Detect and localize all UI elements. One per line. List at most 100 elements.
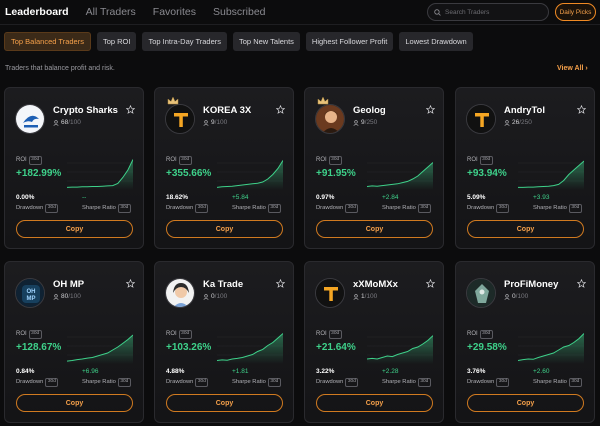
followers-current: 9 bbox=[361, 119, 365, 126]
tab-subscribed[interactable]: Subscribed bbox=[212, 5, 266, 18]
favorite-star-icon[interactable] bbox=[276, 279, 285, 288]
trader-name[interactable]: KOREA 3X bbox=[203, 105, 252, 116]
sharpe-value: +3.93 bbox=[533, 194, 550, 201]
drawdown-label: Drawdown 30d bbox=[16, 204, 59, 213]
trader-card[interactable]: Crypto Sharks 68/100 ROI 30d +182.99% 0.00% Dr… bbox=[4, 87, 144, 249]
trader-card[interactable]: AndryTol 26/250 ROI 30d +93.94% 5.09% Drawdown… bbox=[455, 87, 595, 249]
favorite-star-icon[interactable] bbox=[426, 279, 435, 288]
trader-avatar bbox=[165, 278, 195, 308]
favorite-star-icon[interactable] bbox=[577, 105, 586, 114]
trader-name[interactable]: OH MP bbox=[53, 279, 85, 290]
follower-count: 26/250 bbox=[504, 119, 532, 126]
tab-leaderboard[interactable]: Leaderboard bbox=[5, 5, 69, 18]
trader-name[interactable]: Geolog bbox=[353, 105, 386, 116]
search-box[interactable] bbox=[427, 3, 549, 21]
trader-name[interactable]: Crypto Sharks bbox=[53, 105, 118, 116]
crown-icon bbox=[317, 96, 329, 105]
drawdown-label: Drawdown 30d bbox=[467, 378, 510, 387]
chip-lowest-drawdown[interactable]: Lowest Drawdown bbox=[399, 32, 473, 51]
chip-top-balanced-traders[interactable]: Top Balanced Traders bbox=[4, 32, 91, 51]
trader-card[interactable]: OH MP OH MP 80/100 ROI 30d +128.67% 0.84% Drawdo… bbox=[4, 261, 144, 423]
trader-card[interactable]: xXMoMXx 1/100 ROI 30d +21.64% 3.22% Drawdown 30… bbox=[304, 261, 444, 423]
chip-top-roi[interactable]: Top ROI bbox=[96, 32, 137, 51]
sharpe-label-text: Sharpe Ratio bbox=[382, 205, 416, 212]
trader-card[interactable]: KOREA 3X 9/100 ROI 30d +355.66% 18.62% Drawdow… bbox=[154, 87, 294, 249]
period-badge: 30d bbox=[479, 330, 493, 339]
drawdown-label-text: Drawdown bbox=[316, 205, 344, 212]
roi-value: +182.99% bbox=[16, 168, 62, 179]
view-all-link[interactable]: View All › bbox=[557, 65, 588, 72]
period-badge: 30d bbox=[568, 378, 582, 387]
favorite-star-icon[interactable] bbox=[276, 105, 285, 114]
copy-button[interactable]: Copy bbox=[166, 394, 283, 412]
period-badge: 30d bbox=[45, 204, 59, 213]
copy-button[interactable]: Copy bbox=[467, 394, 584, 412]
period-badge: 30d bbox=[178, 156, 192, 165]
follower-count: 0/100 bbox=[504, 293, 528, 300]
roi-label: ROI 30d bbox=[467, 330, 493, 339]
copy-button[interactable]: Copy bbox=[16, 220, 133, 238]
chip-highest-follower-profit[interactable]: Highest Follower Profit bbox=[305, 32, 394, 51]
tab-all-traders[interactable]: All Traders bbox=[85, 5, 136, 18]
copy-button[interactable]: Copy bbox=[316, 220, 433, 238]
period-badge: 30d bbox=[568, 204, 582, 213]
section-subtitle: Traders that balance profit and risk. bbox=[5, 65, 115, 72]
roi-value: +21.64% bbox=[316, 342, 356, 353]
roi-chart bbox=[367, 162, 433, 190]
drawdown-value: 0.00% bbox=[16, 194, 35, 201]
sharpe-label: Sharpe Ratio 30d bbox=[232, 204, 281, 213]
sharpe-value: -- bbox=[82, 194, 87, 201]
favorite-star-icon[interactable] bbox=[577, 279, 586, 288]
trader-card[interactable]: Ka Trade 0/100 ROI 30d +103.26% 4.88% Drawdown… bbox=[154, 261, 294, 423]
favorite-star-icon[interactable] bbox=[126, 279, 135, 288]
favorite-star-icon[interactable] bbox=[426, 105, 435, 114]
sharpe-label: Sharpe Ratio 30d bbox=[382, 378, 431, 387]
period-badge: 30d bbox=[267, 204, 281, 213]
chip-top-new-talents[interactable]: Top New Talents bbox=[233, 32, 300, 51]
trader-card[interactable]: ProFiMoney 0/100 ROI 30d +29.58% 3.76% Drawdow… bbox=[455, 261, 595, 423]
chip-top-intra-day-traders[interactable]: Top Intra-Day Traders bbox=[142, 32, 228, 51]
drawdown-label-text: Drawdown bbox=[166, 205, 194, 212]
sharpe-label-text: Sharpe Ratio bbox=[232, 379, 266, 386]
follower-count: 0/100 bbox=[203, 293, 227, 300]
followers-current: 68 bbox=[61, 119, 69, 126]
sharpe-value: +2.60 bbox=[533, 368, 550, 375]
drawdown-label-text: Drawdown bbox=[467, 379, 495, 386]
follower-count: 1/100 bbox=[353, 293, 377, 300]
period-badge: 30d bbox=[328, 330, 342, 339]
trader-name[interactable]: ProFiMoney bbox=[504, 279, 559, 290]
roi-label: ROI 30d bbox=[16, 156, 42, 165]
trader-name[interactable]: AndryTol bbox=[504, 105, 545, 116]
trader-card[interactable]: Geolog 9/250 ROI 30d +91.95% 0.97% Drawdown 30d… bbox=[304, 87, 444, 249]
followers-current: 1 bbox=[361, 293, 365, 300]
drawdown-label: Drawdown 30d bbox=[316, 378, 359, 387]
trader-name[interactable]: xXMoMXx bbox=[353, 279, 398, 290]
period-badge: 30d bbox=[417, 204, 431, 213]
roi-value: +103.26% bbox=[166, 342, 212, 353]
roi-label-text: ROI bbox=[16, 157, 27, 164]
roi-value: +91.95% bbox=[316, 168, 356, 179]
search-input[interactable] bbox=[445, 8, 540, 16]
chevron-right-icon: › bbox=[585, 65, 588, 72]
roi-value: +128.67% bbox=[16, 342, 62, 353]
roi-label: ROI 30d bbox=[316, 330, 342, 339]
daily-picks-button[interactable]: Daily Picks bbox=[555, 3, 596, 21]
copy-button[interactable]: Copy bbox=[166, 220, 283, 238]
followers-max: 100 bbox=[517, 293, 529, 300]
roi-label-text: ROI bbox=[467, 331, 478, 338]
tab-favorites[interactable]: Favorites bbox=[152, 5, 196, 18]
drawdown-label-text: Drawdown bbox=[166, 379, 194, 386]
followers-current: 9 bbox=[211, 119, 215, 126]
period-badge: 30d bbox=[178, 330, 192, 339]
trader-name[interactable]: Ka Trade bbox=[203, 279, 244, 290]
favorite-star-icon[interactable] bbox=[126, 105, 135, 114]
roi-chart bbox=[217, 160, 283, 190]
sharpe-value: +1.81 bbox=[232, 368, 249, 375]
sharpe-label: Sharpe Ratio 30d bbox=[82, 204, 131, 213]
copy-button[interactable]: Copy bbox=[467, 220, 584, 238]
copy-button[interactable]: Copy bbox=[316, 394, 433, 412]
copy-button[interactable]: Copy bbox=[16, 394, 133, 412]
drawdown-value: 0.97% bbox=[316, 194, 335, 201]
sharpe-label: Sharpe Ratio 30d bbox=[533, 204, 582, 213]
drawdown-label-text: Drawdown bbox=[16, 205, 44, 212]
